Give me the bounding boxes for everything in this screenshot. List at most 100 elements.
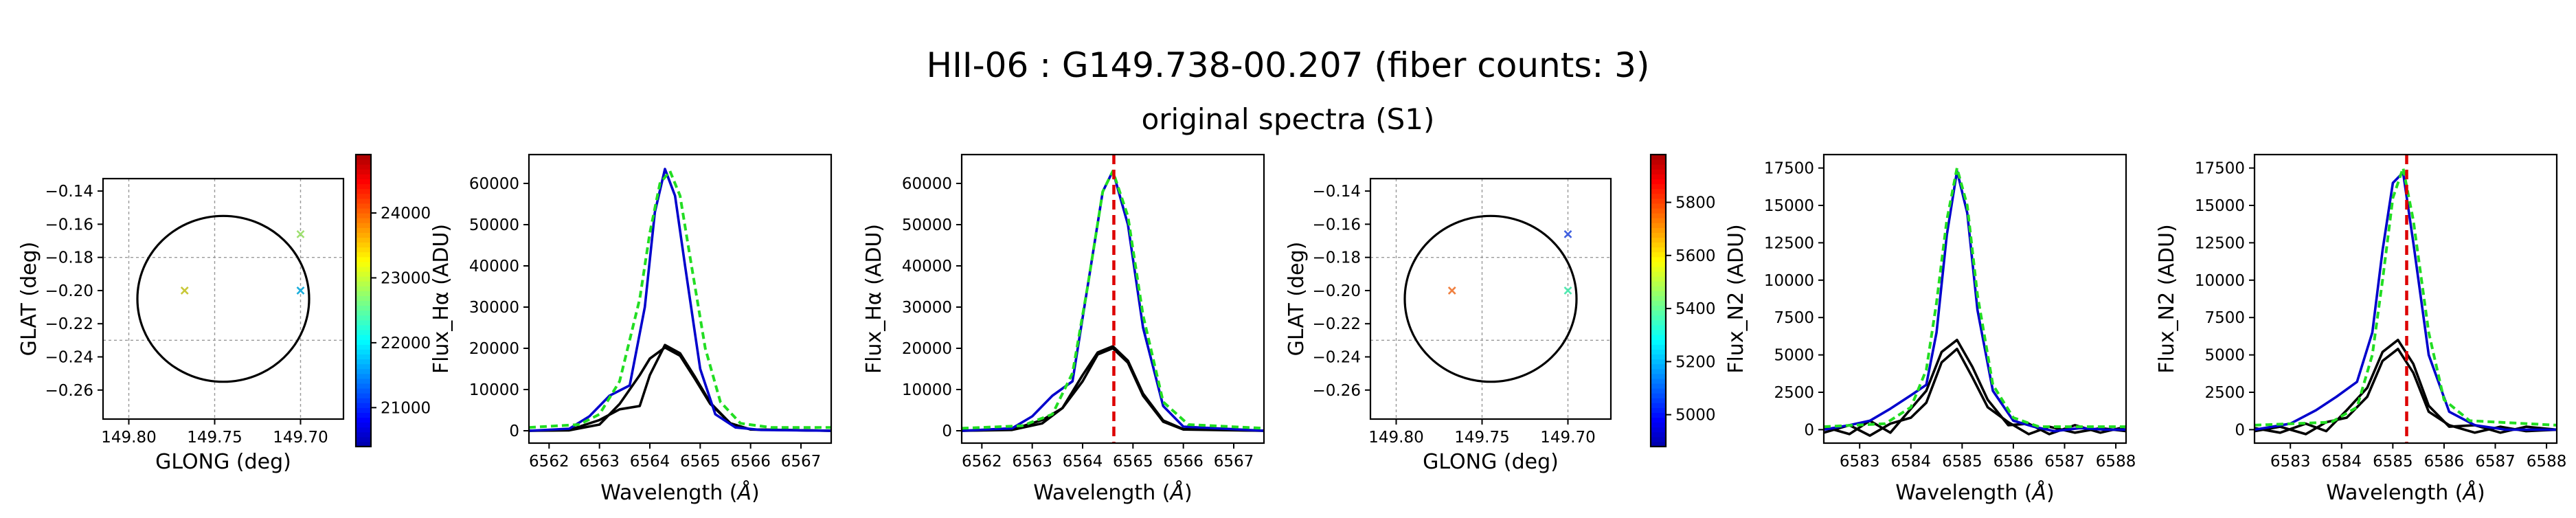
x-tick-label: 149.75 [187, 429, 242, 447]
colorbar-segment [356, 247, 371, 253]
axes-frame [2253, 153, 2558, 444]
y-tick-label: −0.22 [1313, 315, 1361, 333]
fiber-position-marker [180, 286, 189, 295]
colorbar-segment [356, 203, 371, 209]
chart-ha1: 6562 6563 6564 6565 6566 6567 0 10000 20000 30000… [429, 153, 833, 505]
y-axis-label: Flux_N2 (ADU) [2155, 224, 2179, 373]
colorbar-segment [1651, 286, 1666, 291]
colorbar-segment [1651, 159, 1666, 165]
x-tick-label: 6566 [1163, 453, 1204, 471]
x-tick-label: 6562 [962, 453, 1002, 471]
x-tick-label: 6564 [1063, 453, 1103, 471]
plot-area [962, 170, 1264, 432]
colorbar-tick-label: 5200 [1675, 353, 1716, 371]
colorbar-segment [1651, 349, 1666, 355]
axes-frame [102, 177, 345, 420]
colorbar-segment [356, 155, 371, 160]
colorbar-segment [1651, 393, 1666, 398]
y-tick-label: 7500 [1774, 309, 1814, 327]
y-axis-label: Flux_N2 (ADU) [1724, 224, 1748, 373]
colorbar-tick-label: 5800 [1675, 194, 1716, 212]
x-tick-label: 6564 [630, 453, 670, 471]
fiber-position-marker [296, 286, 305, 295]
colorbar-segment [1651, 378, 1666, 384]
y-tick-label: 50000 [902, 216, 952, 234]
colorbar-segment [1651, 266, 1666, 272]
y-tick-label: 10000 [469, 381, 519, 399]
series-line-fiber-3 [529, 168, 831, 432]
colorbar-segment [1651, 291, 1666, 297]
colorbar-segment [1651, 431, 1666, 438]
colorbar-segment [356, 441, 371, 447]
colorbar-segment [356, 227, 371, 233]
colorbar-segment [1651, 232, 1666, 238]
series-line-fit [2255, 166, 2557, 427]
colorbar-segment [356, 431, 371, 438]
colorbar-segment [356, 261, 371, 267]
y-tick-label: 7500 [2204, 309, 2245, 327]
colorbar-segment [356, 271, 371, 277]
figure-subtitle: original spectra (S1) [1142, 102, 1435, 136]
y-tick-label: 30000 [469, 299, 519, 317]
colorbar-tick-label: 23000 [381, 269, 431, 287]
chart-pos1: 149.80 149.75 149.70 −0.14 −0.16 −0.18 −0.20 −0… [17, 153, 431, 474]
y-tick-label: 5000 [2204, 347, 2245, 365]
colorbar-segment [356, 315, 371, 321]
x-tick-label: 6584 [1891, 453, 1932, 471]
chart-ha2: 6562 6563 6564 6565 6566 6567 0 10000 20000 30000… [862, 153, 1265, 505]
colorbar-segment [1651, 359, 1666, 365]
colorbar-tick-label: 24000 [381, 205, 431, 223]
plot-area [2255, 166, 2557, 436]
y-tick-label: 0 [1804, 421, 1814, 439]
fiber-position-marker [1447, 286, 1456, 295]
colorbar-segment [1651, 193, 1666, 199]
colorbar-segment [1651, 319, 1666, 326]
colorbar-segment [356, 291, 371, 297]
colorbar-segment [356, 251, 371, 258]
colorbar-segment [356, 183, 371, 190]
colorbar-segment [1651, 164, 1666, 170]
colorbar-segment [356, 378, 371, 384]
colorbar-segment [356, 422, 371, 428]
colorbar-segment [356, 169, 371, 174]
colorbar-segment [1651, 373, 1666, 379]
colorbar-segment [356, 174, 371, 180]
colorbar-segment [1651, 179, 1666, 185]
colorbar-segment [356, 281, 371, 286]
colorbar-segment [356, 300, 371, 306]
colorbar-segment [356, 188, 371, 194]
x-tick-label: 6588 [2096, 453, 2136, 471]
x-tick-label: 6563 [579, 453, 620, 471]
fiber-position-marker [1563, 286, 1572, 295]
x-tick-label: 6583 [2270, 453, 2311, 471]
x-tick-label: 149.80 [1368, 429, 1423, 447]
colorbar-segment [1651, 398, 1666, 403]
colorbar-segment [1651, 335, 1666, 340]
chart-n2b: 6583 6584 6585 6586 6587 6588 0 2500 5000 7500 100… [2155, 153, 2566, 505]
colorbar-segment [1651, 344, 1666, 350]
y-tick-label: 30000 [902, 299, 952, 317]
y-tick-label: 10000 [2195, 272, 2245, 290]
x-tick-label: 6585 [2373, 453, 2413, 471]
x-tick-label: 6587 [2044, 453, 2085, 471]
y-tick-label: −0.24 [1313, 348, 1361, 366]
colorbar-segment [1651, 295, 1666, 302]
colorbar-segment [1651, 169, 1666, 174]
colorbar-segment [356, 319, 371, 326]
colorbar-segment [1651, 281, 1666, 286]
colorbar-segment [356, 393, 371, 398]
x-tick-label: 6565 [680, 453, 721, 471]
colorbar-segment [356, 213, 371, 218]
colorbar-tick-label: 22000 [381, 335, 431, 352]
y-tick-label: 5000 [1774, 347, 1814, 365]
colorbar-segment [1651, 271, 1666, 277]
y-tick-label: 60000 [902, 175, 952, 193]
colorbar-segment [1651, 242, 1666, 248]
colorbar-segment [1651, 305, 1666, 311]
y-axis-label: GLAT (deg) [1285, 242, 1309, 357]
colorbar-segment [356, 344, 371, 350]
colorbar-segment [356, 427, 371, 433]
colorbar-tick-label: 5000 [1675, 407, 1716, 425]
colorbar-segment [1651, 276, 1666, 282]
y-tick-label: −0.18 [45, 249, 93, 267]
